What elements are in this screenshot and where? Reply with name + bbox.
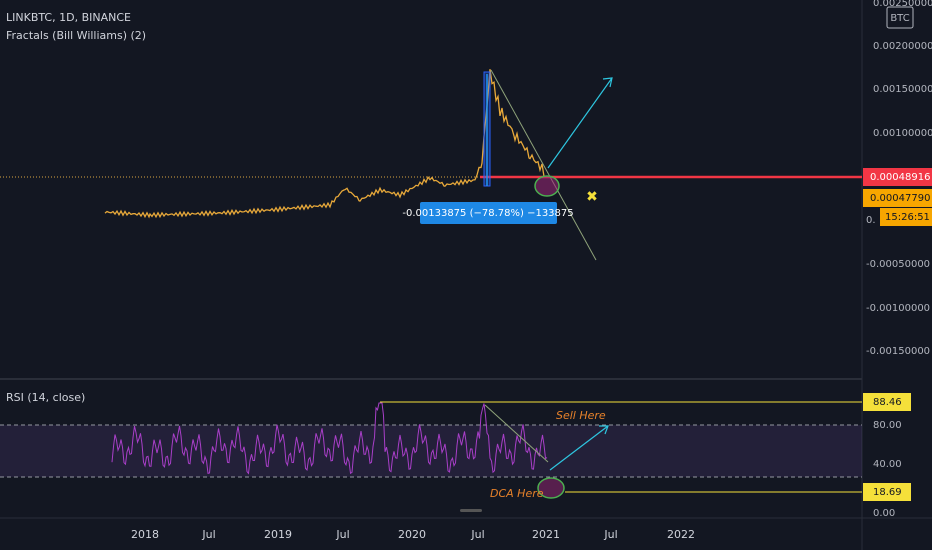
measure-label: -0.00133875 (−78.78%) −133875: [402, 208, 573, 219]
price-axis-label: 0.00100000: [873, 128, 932, 139]
rsi-axis-label: 0.00: [873, 508, 895, 519]
currency-box[interactable]: [886, 6, 914, 29]
rsi-band: [0, 425, 862, 477]
time-axis-label: Jul: [603, 528, 617, 541]
prev-price: 0.00047790: [870, 193, 930, 204]
countdown-tag: [880, 208, 932, 226]
circle-marker: [534, 175, 560, 197]
last-price-tag: [863, 168, 932, 186]
time-axis-label: 2018: [131, 528, 159, 541]
time-axis-label: 2019: [264, 528, 292, 541]
time-axis-label: 2022: [667, 528, 695, 541]
indicator-title: Fractals (Bill Williams) (2): [6, 29, 146, 42]
rsi-axis-label: 80.00: [873, 420, 902, 431]
price-axis-label: 0.00200000: [873, 41, 932, 52]
time-axis-label: 2021: [532, 528, 560, 541]
time-axis-label: Jul: [470, 528, 484, 541]
price-axis-label: -0.00150000: [866, 346, 930, 357]
pane-handle[interactable]: [460, 509, 482, 512]
rsi-series: [111, 402, 548, 475]
rsi-title: RSI (14, close): [6, 391, 85, 404]
arrow-head: [599, 425, 609, 435]
time-axis-label: 2020: [398, 528, 426, 541]
last-price: 0.00048916: [870, 172, 930, 183]
countdown: 15:26:51: [885, 212, 930, 223]
dca-label: DCA Here: [490, 487, 544, 500]
sell-label: Sell Here: [556, 409, 606, 422]
rsi-low: 18.69: [873, 487, 902, 498]
price-axis-label: 0.00150000: [873, 84, 932, 95]
arrow-head: [602, 77, 613, 88]
rsi-high-tag: [863, 393, 911, 411]
time-axis-label: Jul: [201, 528, 215, 541]
price-axis-label: -0.00100000: [866, 303, 930, 314]
measure-label-box: [420, 202, 557, 224]
price-axis-label: 0.00250000: [873, 0, 932, 9]
price-series: [104, 69, 545, 219]
rsi-axis-label: 40.00: [873, 459, 902, 470]
x-marker: ✖: [586, 189, 598, 205]
prev-price-tag: [863, 189, 932, 207]
rsi-circle: [537, 477, 565, 499]
rsi-high: 88.46: [873, 397, 902, 408]
price-axis-label: 0.: [866, 215, 876, 226]
currency: BTC: [890, 13, 909, 24]
trend-line: [490, 69, 597, 261]
symbol-title: LINKBTC, 1D, BINANCE: [6, 11, 131, 24]
rsi-arrow: [549, 425, 609, 471]
projection-arrow: [547, 77, 613, 169]
rsi-low-tag: [863, 483, 911, 501]
price-axis-label: -0.00050000: [866, 259, 930, 270]
rsi-trend-line: [484, 404, 549, 463]
time-axis-label: Jul: [335, 528, 349, 541]
